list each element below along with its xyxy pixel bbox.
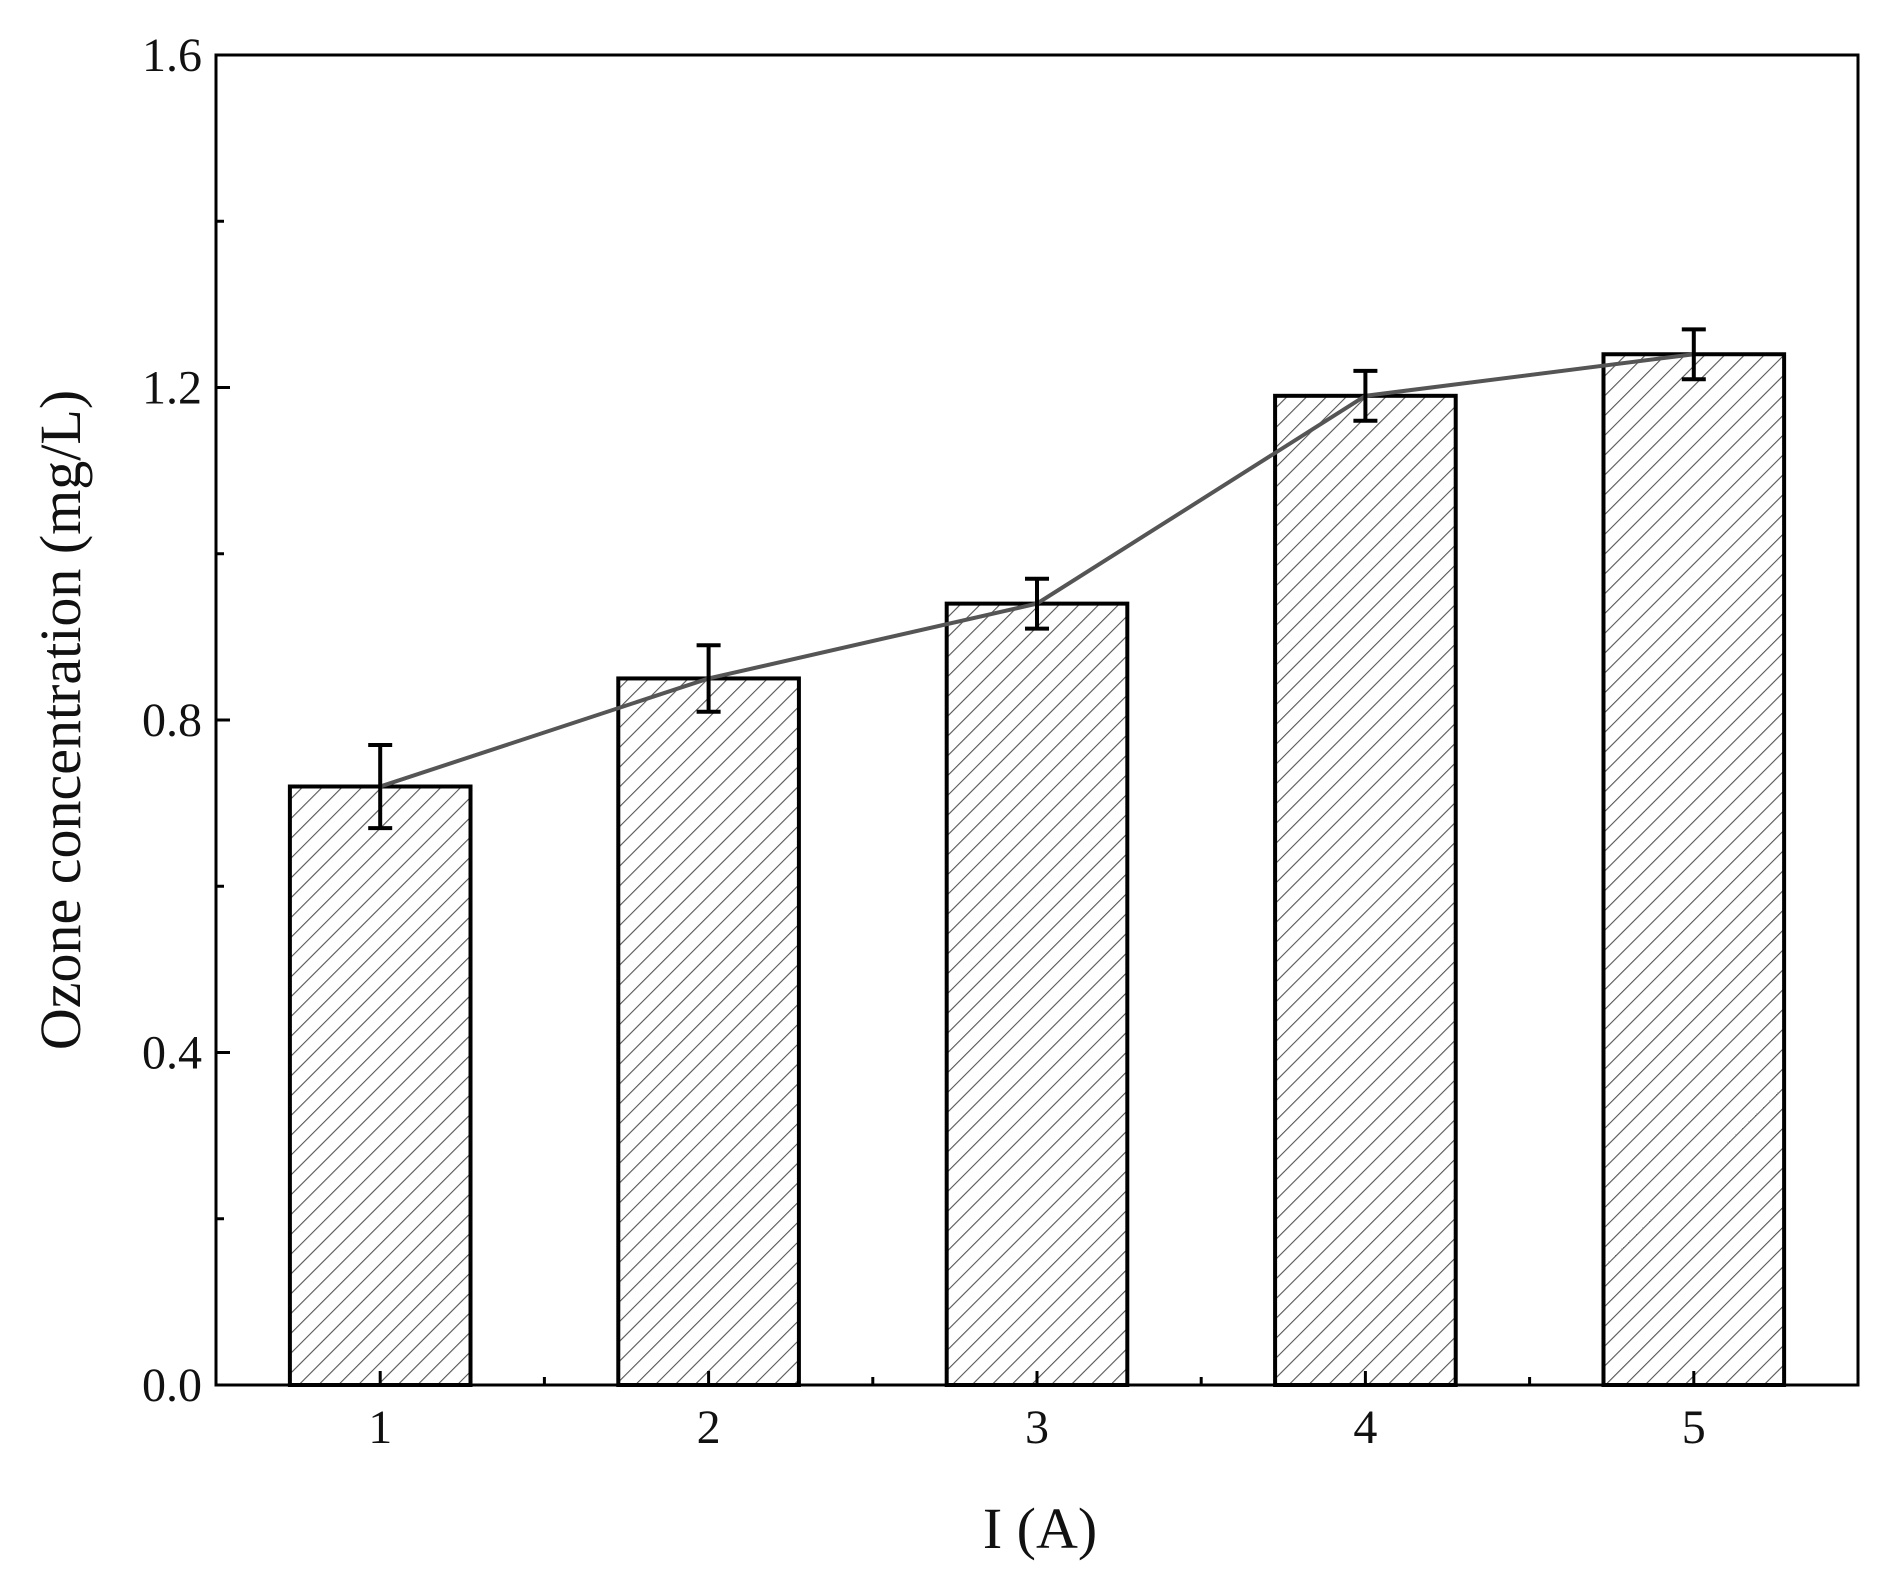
x-tick-label: 4 <box>1353 1401 1377 1454</box>
x-tick-label: 5 <box>1682 1401 1706 1454</box>
bar-1 <box>287 784 473 1387</box>
bar-4 <box>1273 393 1458 1387</box>
bar-5 <box>1601 352 1787 1387</box>
y-tick-label: 1.2 <box>142 362 202 415</box>
x-axis-label: I (A) <box>983 1496 1097 1561</box>
y-tick-label: 0.8 <box>142 694 202 747</box>
x-tick-label: 2 <box>697 1401 721 1454</box>
y-axis-label: Ozone concentration (mg/L) <box>28 390 93 1050</box>
y-tick-label: 0.0 <box>142 1359 202 1412</box>
x-tick-label: 3 <box>1025 1401 1049 1454</box>
plot-area: 0.0 0.4 0.8 1.2 1.6 1 2 3 4 5 <box>142 29 1860 1454</box>
x-tick-label: 1 <box>368 1401 392 1454</box>
y-tick-label: 1.6 <box>142 29 202 82</box>
bar-3 <box>944 601 1130 1387</box>
y-tick-label: 0.4 <box>142 1027 202 1080</box>
bar-2 <box>616 676 801 1387</box>
